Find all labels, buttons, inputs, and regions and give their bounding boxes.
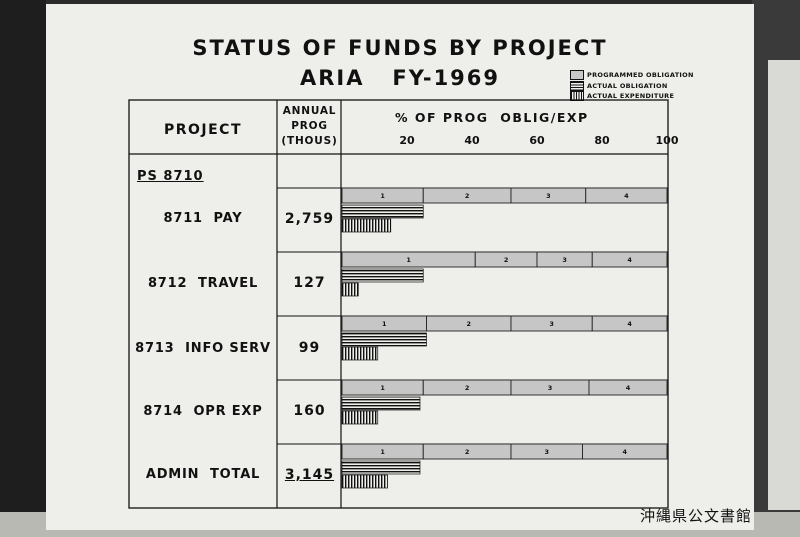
group-label: PS 8710: [137, 169, 204, 184]
project-name-admin-total: ADMIN TOTAL: [145, 467, 261, 482]
x-tick-label-60: 60: [529, 134, 545, 147]
actual-expenditure-bar-3: [341, 346, 379, 361]
annual-header-line-2: PROG: [291, 120, 328, 132]
annual-column-header: ANNUAL PROG (THOUS): [279, 104, 340, 149]
background-board: [768, 60, 800, 510]
quarter-label-1-2: 2: [465, 192, 470, 200]
project-name-8711: 8711 PAY: [163, 211, 243, 226]
quarter-label-1-4: 4: [624, 192, 629, 200]
actual-obligation-bar-1: [341, 204, 424, 219]
left-frame: [0, 0, 46, 537]
quarter-label-5-4: 4: [622, 448, 627, 456]
legend-label-programmed: PROGRAMMED OBLIGATION: [587, 71, 694, 79]
x-tick-label-100: 100: [656, 134, 679, 147]
actual-obligation-bar-4: [341, 396, 421, 411]
annual-value-admin-total: 3,145: [284, 467, 335, 483]
annual-value-8712: 127: [293, 275, 326, 291]
legend-item-programmed: PROGRAMMED OBLIGATION: [570, 70, 694, 80]
quarter-label-2-4: 4: [627, 256, 632, 264]
actual-expenditure-bar-5: [341, 474, 388, 489]
quarter-label-4-3: 3: [548, 384, 553, 392]
project-name-8714: 8714 OPR EXP: [143, 404, 263, 419]
project-column-header: PROJECT: [163, 122, 243, 138]
quarter-label-2-1: 1: [406, 256, 411, 264]
quarter-label-2-2: 2: [504, 256, 509, 264]
legend-item-actual-obligation: ACTUAL OBLIGATION: [570, 81, 668, 91]
quarter-label-3-3: 3: [549, 320, 554, 328]
actual-obligation-bar-2: [341, 268, 424, 283]
chart-title: STATUS OF FUNDS BY PROJECT: [192, 36, 608, 60]
chart-subtitle: ARIA FY-1969: [299, 66, 501, 90]
actual-expenditure-bar-2: [341, 282, 359, 297]
annual-value-8711: 2,759: [284, 211, 335, 227]
table-border: [128, 99, 669, 509]
quarter-label-1-1: 1: [380, 192, 385, 200]
legend-swatch-programmed: [570, 70, 584, 80]
quarter-label-3-4: 4: [627, 320, 632, 328]
annual-header-line-1: ANNUAL: [282, 105, 337, 117]
quarter-label-3-1: 1: [382, 320, 387, 328]
annual-value-8714: 160: [293, 403, 326, 419]
quarter-label-5-3: 3: [544, 448, 549, 456]
quarter-label-4-1: 1: [380, 384, 385, 392]
x-tick-label-80: 80: [594, 134, 610, 147]
quarter-label-3-2: 2: [466, 320, 471, 328]
legend-swatch-actual-obligation: [570, 81, 584, 91]
legend-label-actual-expenditure: ACTUAL EXPENDITURE: [587, 92, 675, 100]
quarter-label-1-3: 3: [546, 192, 551, 200]
programmed-quarter-bar-1-4: [585, 187, 668, 204]
legend-label-actual-obligation: ACTUAL OBLIGATION: [587, 82, 668, 90]
quarter-label-4-2: 2: [465, 384, 470, 392]
programmed-quarter-bar-4-4: [588, 379, 668, 396]
archive-watermark: 沖縄県公文書館: [640, 507, 753, 525]
annual-value-8713: 99: [298, 340, 321, 356]
project-name-8712: 8712 TRAVEL: [147, 276, 259, 291]
actual-expenditure-bar-4: [341, 410, 379, 425]
x-tick-label-20: 20: [399, 134, 415, 147]
annual-header-line-3: (THOUS): [281, 135, 338, 147]
programmed-quarter-bar-2-4: [591, 251, 668, 268]
actual-obligation-bar-5: [341, 460, 421, 475]
quarter-label-5-2: 2: [465, 448, 470, 456]
actual-expenditure-bar-1: [341, 218, 392, 233]
quarter-label-4-4: 4: [626, 384, 631, 392]
programmed-quarter-bar-5-4: [582, 443, 668, 460]
quarter-label-2-3: 3: [562, 256, 567, 264]
quarter-label-5-1: 1: [380, 448, 385, 456]
actual-obligation-bar-3: [341, 332, 427, 347]
x-tick-label-40: 40: [464, 134, 480, 147]
x-axis-label: % OF PROG OBLIG/EXP: [395, 110, 589, 125]
programmed-quarter-bar-3-4: [591, 315, 668, 332]
project-name-8713: 8713 INFO SERV: [135, 341, 271, 356]
